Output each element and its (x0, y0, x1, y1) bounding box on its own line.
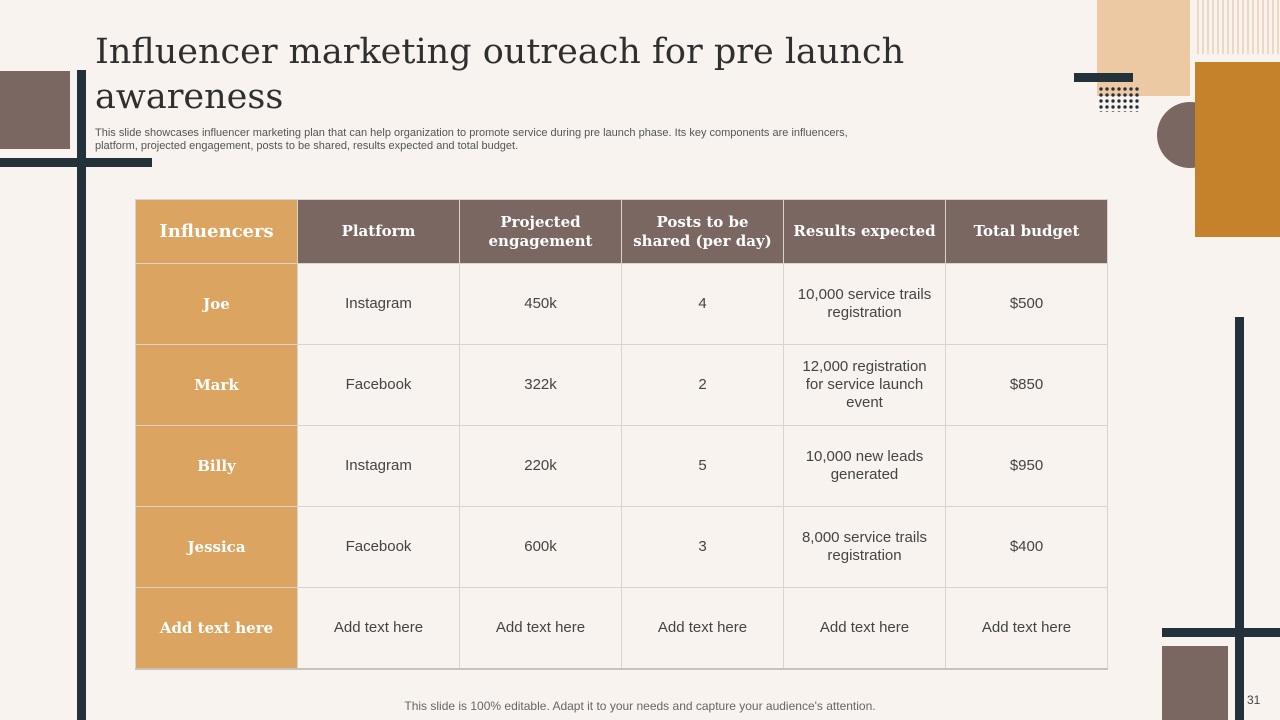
cell-budget: $400 (945, 506, 1108, 588)
decor-orange-block (1195, 62, 1280, 237)
cell-influencer: Joe (135, 263, 298, 345)
decor-dot-grid (1098, 86, 1140, 112)
cell-platform: Facebook (297, 344, 460, 426)
footer-note: This slide is 100% editable. Adapt it to… (404, 699, 876, 713)
column-header-influencers: Influencers (135, 199, 298, 264)
cell-budget: $500 (945, 263, 1108, 345)
column-header-results: Results expected (783, 199, 946, 264)
column-header-posts: Posts to be shared (per day) (621, 199, 784, 264)
cell-posts: 2 (621, 344, 784, 426)
decor-horizontal-bar-right (1162, 628, 1280, 637)
cell-influencer: Billy (135, 425, 298, 507)
cell-posts: 4 (621, 263, 784, 345)
cell-engagement: 450k (459, 263, 622, 345)
cell-engagement: Add text here (459, 587, 622, 670)
cell-platform: Facebook (297, 506, 460, 588)
influencer-table: Influencers Platform Projected engagemen… (135, 199, 1108, 670)
cell-budget: $950 (945, 425, 1108, 507)
decor-brown-square-right (1162, 646, 1228, 720)
decor-brown-square-left (0, 71, 70, 149)
cell-budget: $850 (945, 344, 1108, 426)
cell-results: Add text here (783, 587, 946, 670)
cell-posts: 3 (621, 506, 784, 588)
column-header-budget: Total budget (945, 199, 1108, 264)
cell-results: 8,000 service trails registration (783, 506, 946, 588)
cell-engagement: 322k (459, 344, 622, 426)
cell-influencer: Mark (135, 344, 298, 426)
cell-posts: Add text here (621, 587, 784, 670)
cell-budget: Add text here (945, 587, 1108, 670)
cell-influencer: Jessica (135, 506, 298, 588)
table-header-row: Influencers Platform Projected engagemen… (135, 199, 1108, 264)
cell-results: 10,000 service trails registration (783, 263, 946, 345)
page-number: 31 (1247, 693, 1261, 707)
cell-platform: Instagram (297, 263, 460, 345)
decor-vertical-bar-left (77, 70, 86, 720)
table-row: Jessica Facebook 600k 3 8,000 service tr… (135, 506, 1108, 588)
slide-subtitle: This slide showcases influencer marketin… (95, 127, 848, 152)
slide-title: Influencer marketing outreach for pre la… (95, 32, 905, 117)
cell-platform: Add text here (297, 587, 460, 670)
cell-engagement: 220k (459, 425, 622, 507)
decor-dark-dash (1074, 73, 1133, 82)
cell-posts: 5 (621, 425, 784, 507)
decor-horizontal-bar-left (0, 158, 152, 167)
cell-platform: Instagram (297, 425, 460, 507)
cell-engagement: 600k (459, 506, 622, 588)
table-row: Joe Instagram 450k 4 10,000 service trai… (135, 263, 1108, 345)
table-row: Mark Facebook 322k 2 12,000 registration… (135, 344, 1108, 426)
decor-stripes (1197, 0, 1280, 54)
column-header-engagement: Projected engagement (459, 199, 622, 264)
table-row: Billy Instagram 220k 5 10,000 new leads … (135, 425, 1108, 507)
table-row: Add text here Add text here Add text her… (135, 587, 1108, 670)
cell-results: 12,000 registration for service launch e… (783, 344, 946, 426)
decor-vertical-bar-right (1235, 317, 1244, 720)
cell-influencer: Add text here (135, 587, 298, 670)
column-header-platform: Platform (297, 199, 460, 264)
cell-results: 10,000 new leads generated (783, 425, 946, 507)
